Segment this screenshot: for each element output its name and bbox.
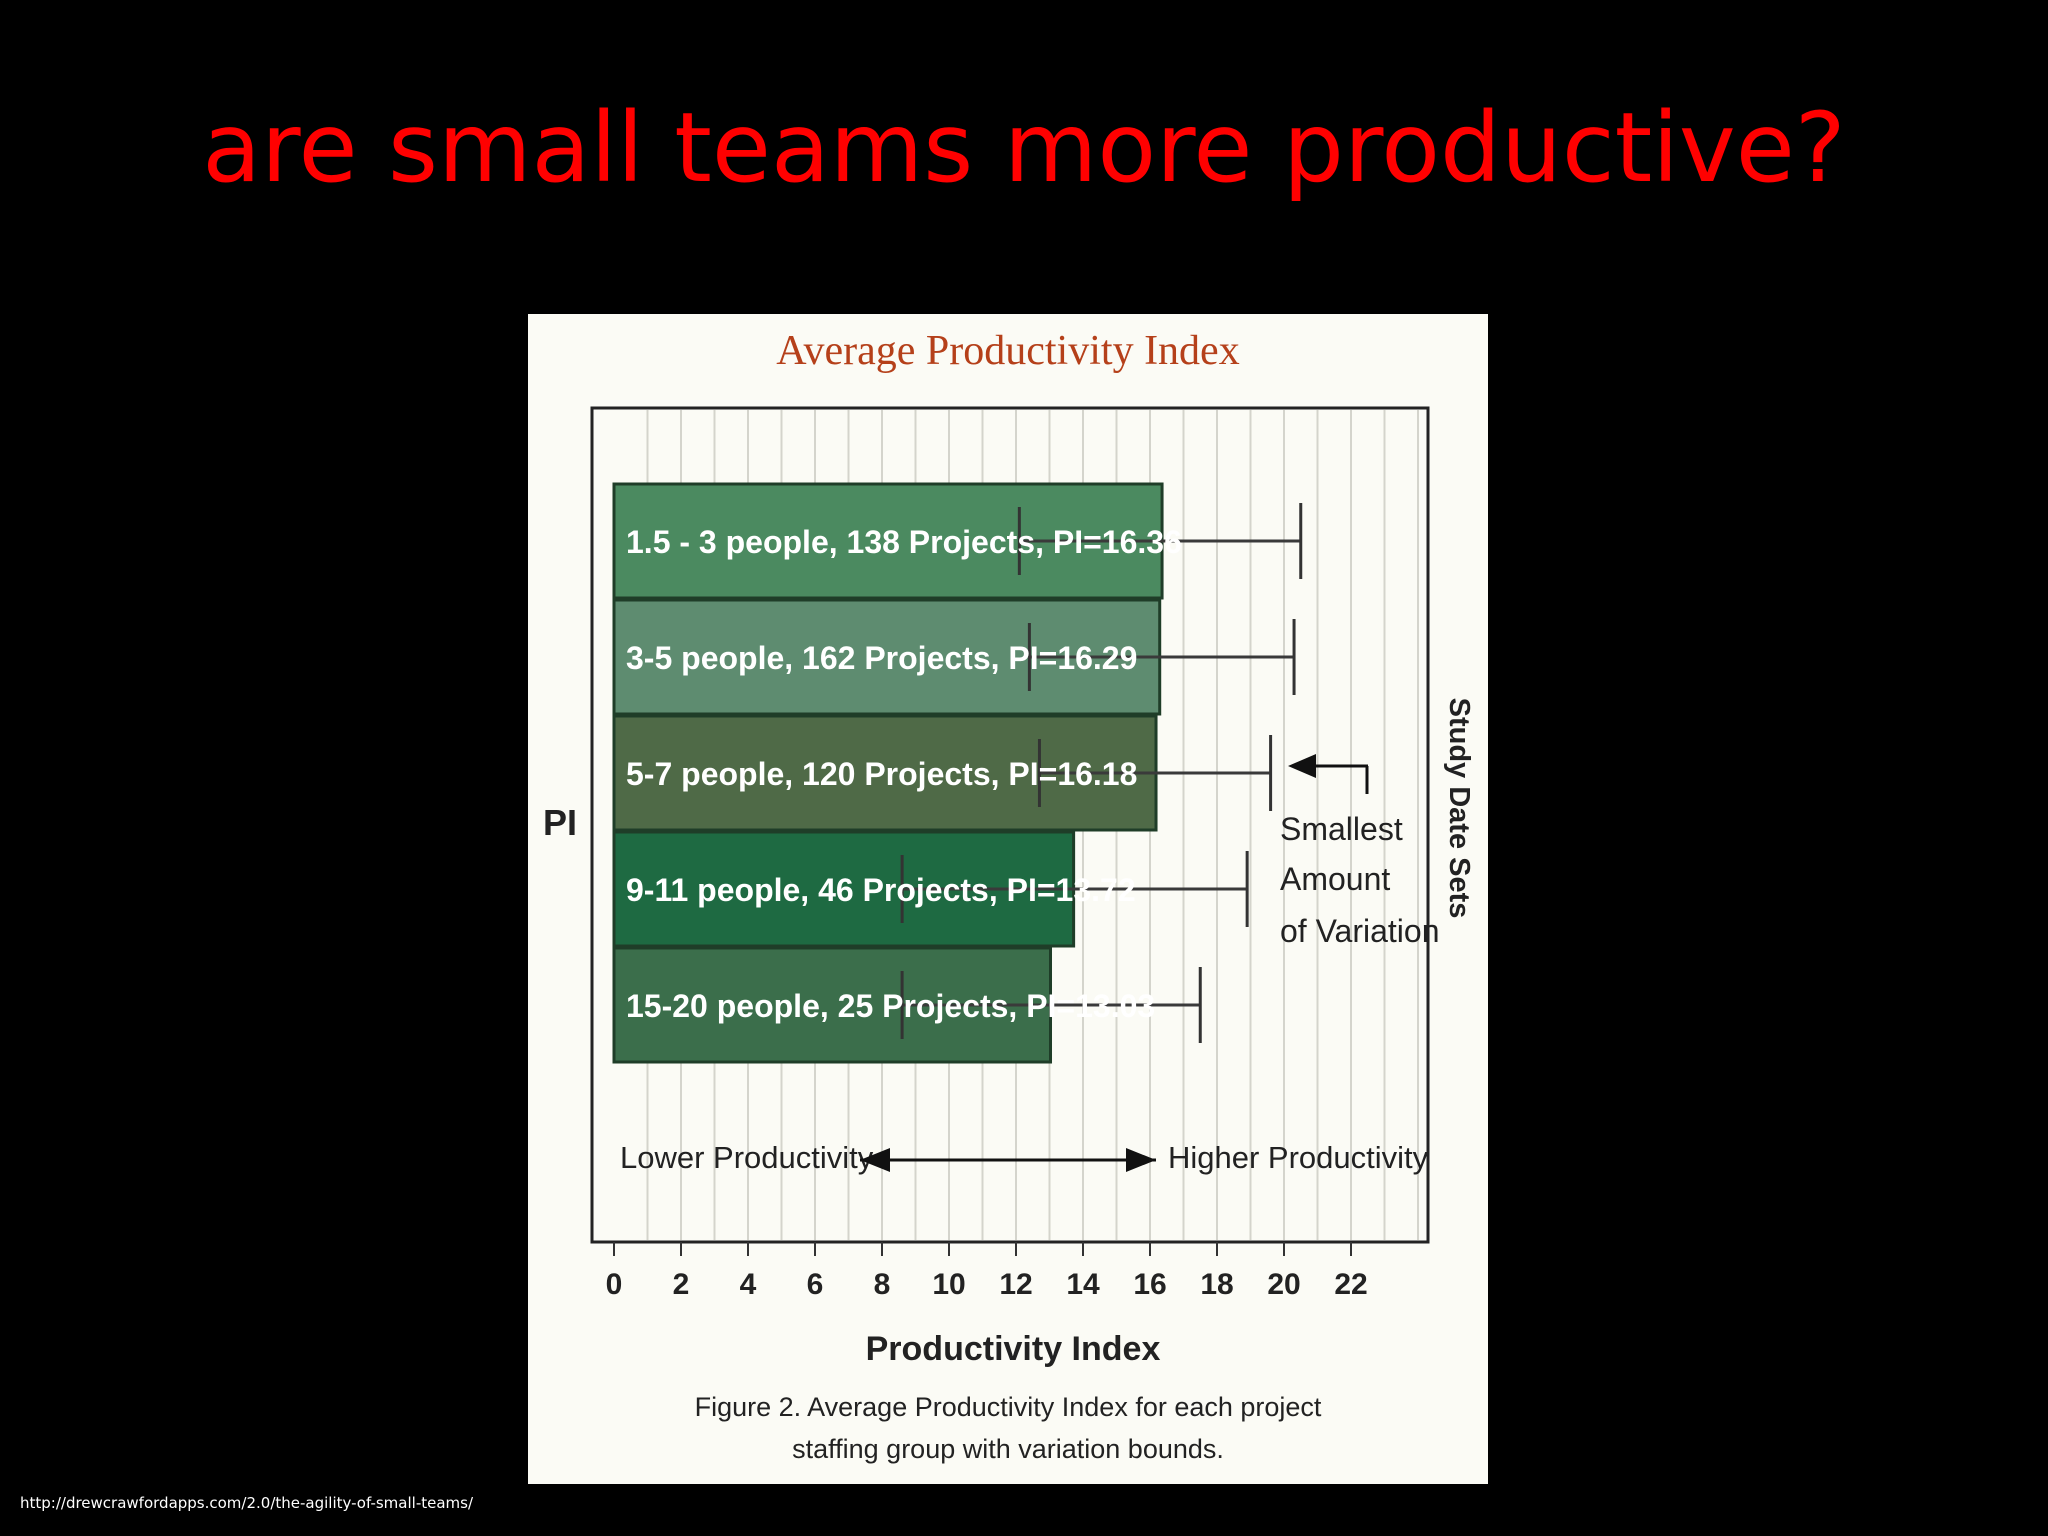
right-axis-label: Study Date Sets: [1443, 698, 1475, 919]
x-tick-label: 2: [673, 1268, 690, 1301]
productivity-chart: Average Productivity Index 1.5 - 3 peopl…: [543, 328, 1475, 1464]
x-tick-label: 12: [999, 1268, 1032, 1301]
x-axis-label: Productivity Index: [866, 1330, 1161, 1368]
plot-frame: [590, 406, 1430, 1244]
chart-title: Average Productivity Index: [776, 328, 1239, 374]
bar-label: 3-5 people, 162 Projects, PI=16.29: [626, 640, 1137, 676]
higher-productivity-label: Higher Productivity: [1168, 1140, 1429, 1175]
x-tick-label: 22: [1334, 1268, 1367, 1301]
figure-caption-line-1: Figure 2. Average Productivity Index for…: [695, 1392, 1322, 1422]
chart-figure: Average Productivity Index 1.5 - 3 peopl…: [528, 314, 1488, 1484]
annotation-arrow-head: [1288, 754, 1316, 778]
slide-title: are small teams more productive?: [202, 92, 1846, 204]
x-axis: 0 2 4 6 8 10 12 14 16 18 20 22: [606, 1242, 1368, 1301]
x-tick-label: 8: [874, 1268, 891, 1301]
direction-arrow-left-head: [860, 1148, 890, 1172]
x-tick-label: 10: [932, 1268, 965, 1301]
figure-caption-line-2: staffing group with variation bounds.: [792, 1434, 1224, 1464]
y-axis-label: PI: [543, 802, 577, 843]
bar-label: 15-20 people, 25 Projects, PI=13.03: [626, 988, 1155, 1024]
lower-productivity-label: Lower Productivity: [620, 1140, 874, 1175]
annotation-line-3: of Variation: [1280, 913, 1440, 949]
annotation-line-2: Amount: [1280, 861, 1390, 897]
bars: 1.5 - 3 people, 138 Projects, PI=16.36 3-…: [612, 482, 1303, 1064]
direction-arrow-right-head: [1126, 1148, 1156, 1172]
x-tick-label: 6: [807, 1268, 824, 1301]
x-tick-label: 16: [1133, 1268, 1166, 1301]
bar-label: 1.5 - 3 people, 138 Projects, PI=16.36: [626, 524, 1182, 560]
x-tick-label: 18: [1200, 1268, 1233, 1301]
x-tick-label: 14: [1066, 1268, 1100, 1301]
source-url: http://drewcrawfordapps.com/2.0/the-agil…: [20, 1494, 474, 1512]
x-tick-label: 4: [740, 1268, 757, 1301]
annotation-line-1: Smallest: [1280, 811, 1403, 847]
bar-label: 9-11 people, 46 Projects, PI=13.72: [626, 872, 1136, 908]
x-tick-label: 20: [1267, 1268, 1300, 1301]
bar-label: 5-7 people, 120 Projects, PI=16.18: [626, 756, 1137, 792]
x-tick-label: 0: [606, 1268, 623, 1301]
